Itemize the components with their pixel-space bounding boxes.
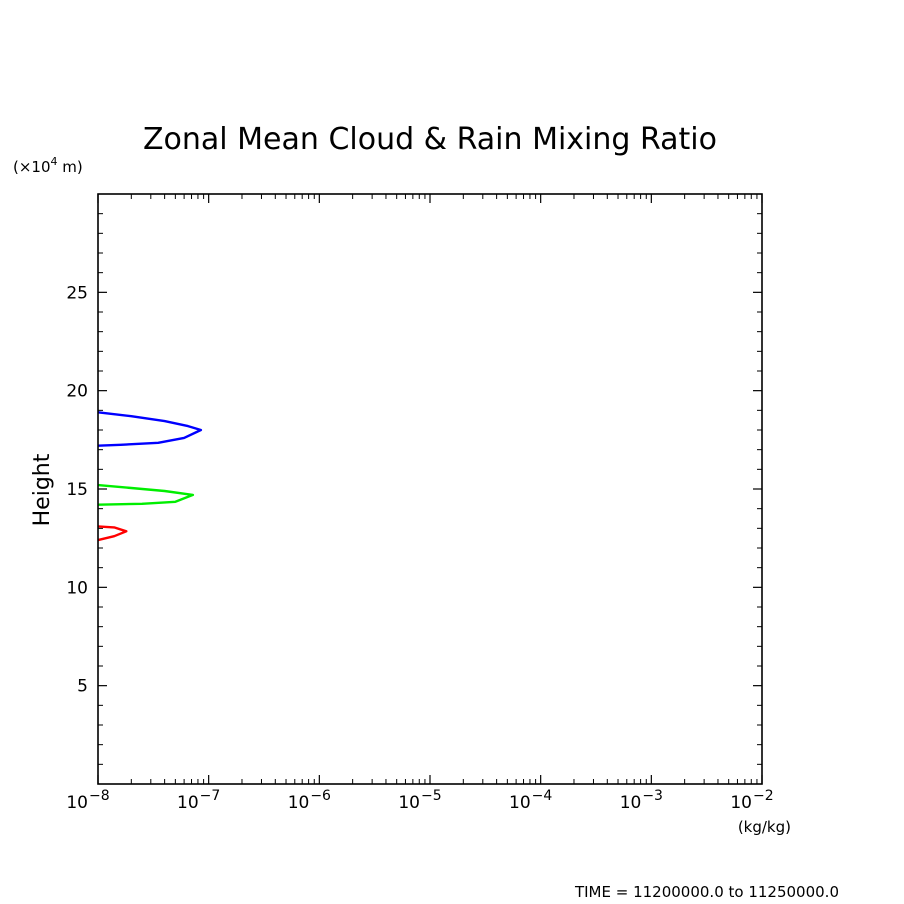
- y-tick-label: 20: [66, 382, 88, 402]
- x-tick-label: 10−2: [730, 788, 773, 813]
- series-lines: [97, 411, 203, 542]
- series-line-2: [97, 483, 195, 506]
- y-tick-label: 10: [66, 578, 88, 598]
- y-axis-label: Height: [30, 453, 55, 526]
- x-tick-label: 10−4: [509, 788, 552, 813]
- x-tick-label: 10−8: [66, 788, 109, 813]
- series-line-1: [97, 411, 203, 447]
- x-tick-label: 10−5: [398, 788, 441, 813]
- x-tick-label: 10−3: [620, 788, 663, 813]
- y-tick-label: 25: [66, 283, 88, 303]
- x-unit-label: (kg/kg): [738, 818, 791, 836]
- x-tick-label: 10−7: [177, 788, 220, 813]
- axis-ticks: [97, 194, 763, 784]
- x-tick-label: 10−6: [288, 788, 331, 813]
- x-tick-labels: 10−8 10−7 10−6 10−5 10−4 10−3 10−2: [66, 788, 773, 813]
- y-tick-label: 5: [77, 677, 88, 697]
- y-tick-labels: 5 10 15 20 25: [66, 283, 88, 696]
- y-tick-label: 15: [66, 480, 88, 500]
- time-footer: TIME = 11200000.0 to 11250000.0: [574, 883, 839, 901]
- plot-frame: [97, 193, 763, 785]
- chart-title: Zonal Mean Cloud & Rain Mixing Ratio: [143, 122, 717, 157]
- series-line-3: [97, 525, 128, 542]
- y-unit-label: (×104 m): [13, 155, 83, 176]
